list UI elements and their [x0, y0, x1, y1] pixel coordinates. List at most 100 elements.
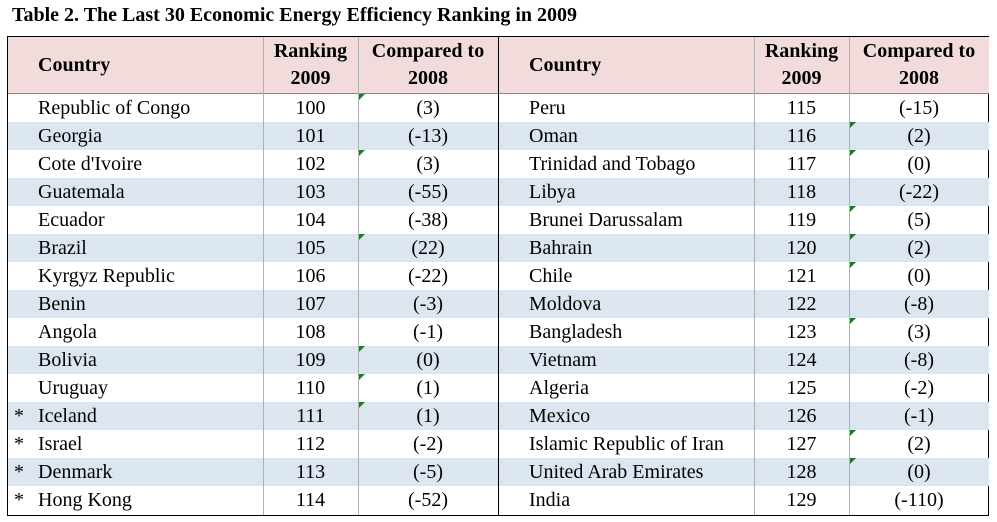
row-star — [14, 290, 30, 318]
row-country: Uruguay — [38, 377, 108, 399]
row-compared: (-1) — [904, 405, 934, 427]
row-star — [505, 234, 521, 262]
row-compared: (22) — [411, 237, 445, 259]
row-ranking: 115 — [786, 97, 817, 119]
table-row: Cote d'Ivoire 102 (3) — [8, 150, 498, 178]
row-compared: (-8) — [904, 349, 934, 371]
header-compared-line1: Compared to — [371, 40, 485, 62]
row-compared: (1) — [416, 405, 440, 427]
row-country: Moldova — [529, 293, 602, 315]
table-row: * Hong Kong 114 (-52) — [8, 486, 498, 514]
table-body: Peru 115 (-15) Oman 116 (2) Trinidad and Tobag… — [499, 94, 989, 514]
row-ranking: 129 — [786, 489, 817, 511]
row-compared: (2) — [907, 433, 931, 455]
comment-marker-icon — [850, 150, 856, 156]
row-country: Israel — [38, 433, 83, 455]
row-compared: (1) — [416, 377, 440, 399]
comment-marker-icon — [850, 122, 856, 128]
row-ranking: 111 — [296, 405, 325, 427]
row-ranking: 123 — [786, 321, 817, 343]
divider-ranking-compared — [849, 37, 850, 515]
row-star — [14, 318, 30, 346]
table-title: Table 2. The Last 30 Economic Energy Eff… — [12, 4, 578, 26]
row-ranking: 102 — [295, 153, 326, 175]
row-star — [505, 374, 521, 402]
header-compared-line2: 2008 — [408, 67, 448, 89]
row-compared: (-13) — [408, 125, 448, 147]
row-compared: (-2) — [413, 433, 443, 455]
row-country: Algeria — [529, 377, 589, 399]
header-compared: Compared to 2008 — [358, 37, 498, 93]
row-country: Republic of Congo — [38, 97, 191, 119]
row-country: Trinidad and Tobago — [529, 153, 696, 175]
header-ranking-line2: 2009 — [781, 67, 822, 89]
header-country: Country — [38, 53, 111, 76]
table-header: Country Ranking 2009 Compared to 2008 — [499, 37, 989, 94]
row-star — [505, 318, 521, 346]
row-country: Hong Kong — [38, 489, 132, 511]
row-country: Guatemala — [38, 181, 125, 203]
row-star — [505, 94, 521, 122]
row-ranking: 114 — [295, 489, 326, 511]
row-compared: (-22) — [408, 265, 448, 287]
row-ranking: 108 — [295, 321, 326, 343]
comment-marker-icon — [850, 458, 856, 464]
comment-marker-icon — [850, 206, 856, 212]
row-star — [505, 290, 521, 318]
table-row: Benin 107 (-3) — [8, 290, 498, 318]
row-country: United Arab Emirates — [529, 461, 704, 483]
table-row: Trinidad and Tobago 117 (0) — [499, 150, 989, 178]
right-half-table: Country Ranking 2009 Compared to 2008 Peru 115… — [498, 37, 989, 515]
row-ranking: 113 — [295, 461, 326, 483]
row-star — [505, 178, 521, 206]
row-ranking: 128 — [786, 461, 817, 483]
row-star — [505, 206, 521, 234]
row-ranking: 116 — [786, 125, 817, 147]
row-star — [14, 94, 30, 122]
row-compared: (-15) — [899, 97, 939, 119]
table-row: Republic of Congo 100 (3) — [8, 94, 498, 122]
row-ranking: 121 — [786, 265, 817, 287]
row-ranking: 119 — [786, 209, 817, 231]
comment-marker-icon — [850, 430, 856, 436]
table-row: Libya 118 (-22) — [499, 178, 989, 206]
header-ranking: Ranking 2009 — [263, 37, 358, 93]
row-country: Ecuador — [38, 209, 105, 231]
row-country: Kyrgyz Republic — [38, 265, 175, 287]
row-ranking: 125 — [786, 377, 817, 399]
table-row: Ecuador 104 (-38) — [8, 206, 498, 234]
row-star — [14, 262, 30, 290]
header-ranking-line1: Ranking — [764, 40, 839, 62]
table-row: Angola 108 (-1) — [8, 318, 498, 346]
row-star — [505, 402, 521, 430]
table-row: Islamic Republic of Iran 127 (2) — [499, 430, 989, 458]
row-compared: (0) — [416, 349, 440, 371]
table-row: Oman 116 (2) — [499, 122, 989, 150]
header-compared-line1: Compared to — [862, 40, 976, 62]
comment-marker-icon — [359, 346, 365, 352]
row-star — [505, 430, 521, 458]
row-star: * — [14, 489, 24, 511]
divider-country-ranking — [263, 37, 264, 515]
header-country: Country — [529, 53, 602, 76]
row-compared: (-1) — [413, 321, 443, 343]
table-row: Uruguay 110 (1) — [8, 374, 498, 402]
row-compared: (-52) — [408, 489, 448, 511]
row-compared: (-5) — [413, 461, 443, 483]
row-country: Denmark — [38, 461, 113, 483]
table-row: Kyrgyz Republic 106 (-22) — [8, 262, 498, 290]
table-row: Guatemala 103 (-55) — [8, 178, 498, 206]
row-compared: (3) — [416, 97, 440, 119]
row-ranking: 122 — [786, 293, 817, 315]
row-ranking: 126 — [786, 405, 817, 427]
row-country: Bahrain — [529, 237, 593, 259]
row-compared: (-55) — [408, 181, 448, 203]
row-ranking: 104 — [295, 209, 326, 231]
row-country: Libya — [529, 181, 576, 203]
row-ranking: 103 — [295, 181, 326, 203]
row-star — [505, 346, 521, 374]
table-row: * Israel 112 (-2) — [8, 430, 498, 458]
row-compared: (0) — [907, 461, 931, 483]
table-header: Country Ranking 2009 Compared to 2008 — [8, 37, 498, 94]
row-ranking: 106 — [295, 265, 326, 287]
